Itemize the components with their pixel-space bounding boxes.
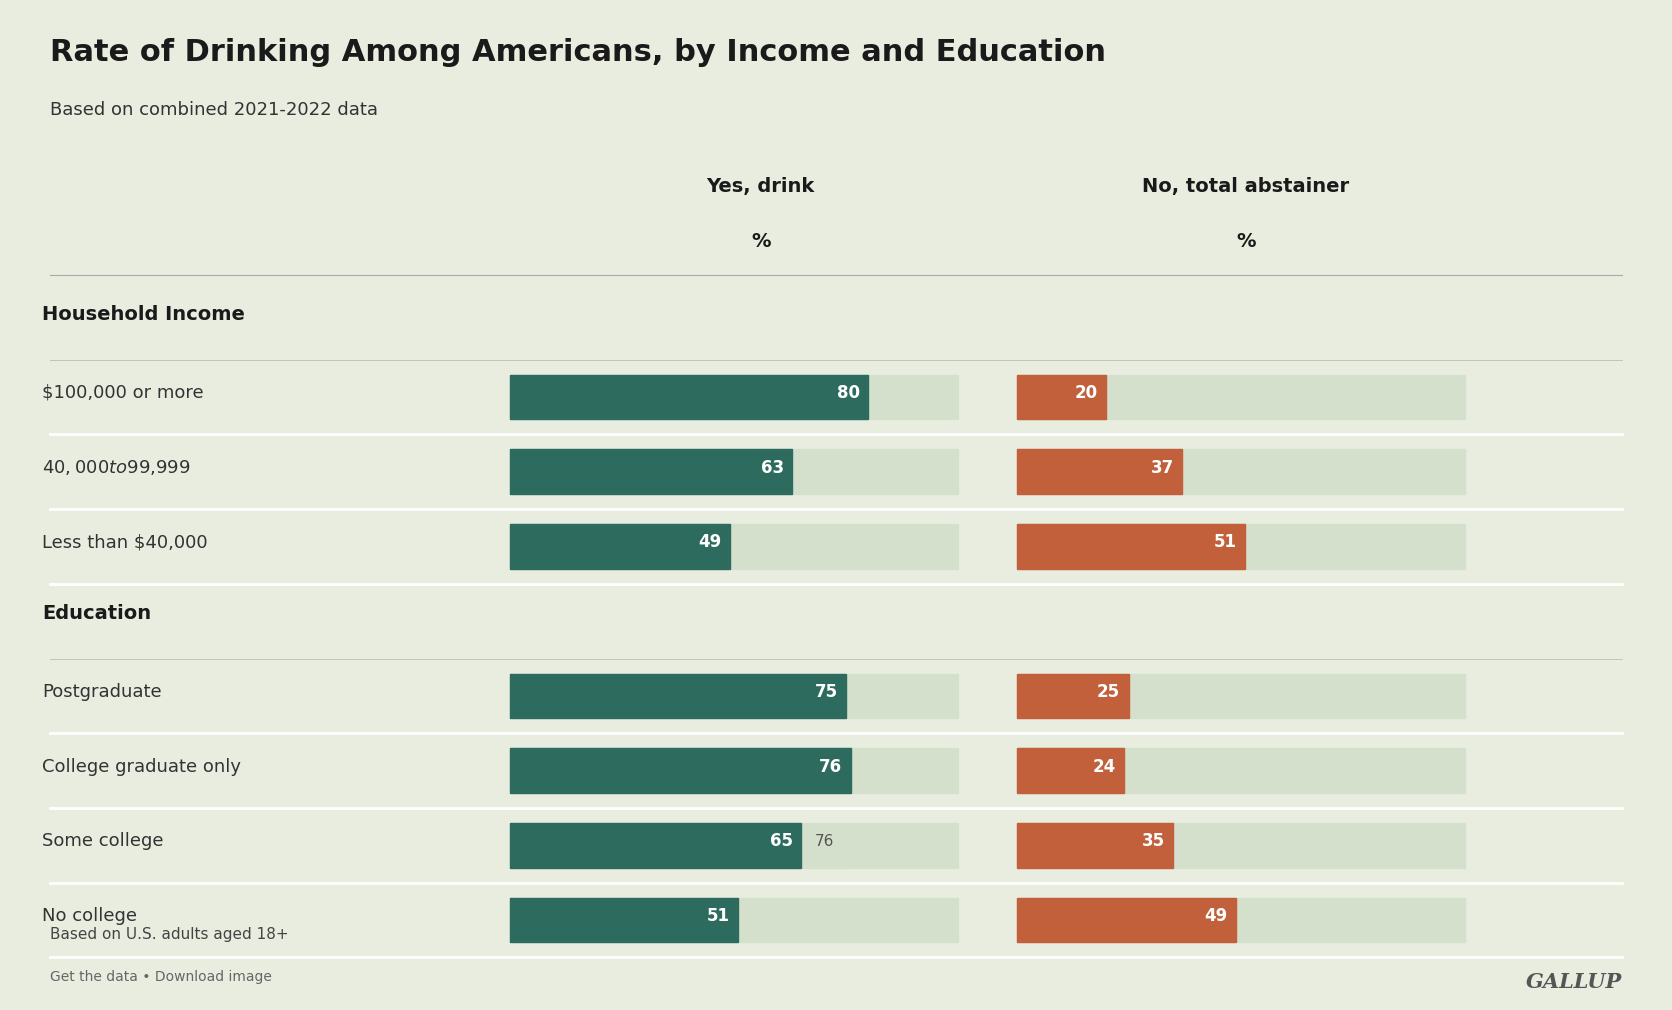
Bar	[1017, 375, 1465, 419]
Bar	[1017, 748, 1124, 793]
Bar	[510, 823, 801, 868]
Text: Postgraduate: Postgraduate	[42, 683, 162, 701]
Bar	[510, 898, 739, 942]
Text: $100,000 or more: $100,000 or more	[42, 384, 204, 402]
Text: No college: No college	[42, 907, 137, 925]
Text: 75: 75	[814, 683, 838, 701]
Text: 80: 80	[838, 384, 859, 402]
Bar	[510, 524, 958, 569]
Bar	[1017, 674, 1465, 718]
Text: Yes, drink: Yes, drink	[707, 177, 814, 196]
Bar	[510, 823, 958, 868]
Bar	[1017, 898, 1236, 942]
Bar	[510, 674, 846, 718]
Bar	[1017, 674, 1129, 718]
Text: %: %	[1236, 232, 1256, 251]
Bar	[510, 674, 958, 718]
Text: 76: 76	[819, 758, 843, 776]
Text: 37: 37	[1150, 459, 1174, 477]
Text: 24: 24	[1092, 758, 1115, 776]
Bar	[1017, 375, 1107, 419]
Text: Rate of Drinking Among Americans, by Income and Education: Rate of Drinking Among Americans, by Inc…	[50, 38, 1107, 68]
Bar	[803, 823, 846, 868]
Text: 51: 51	[707, 907, 731, 925]
Bar	[510, 375, 868, 419]
Bar	[1017, 449, 1465, 494]
Text: 25: 25	[1097, 683, 1120, 701]
Text: 49: 49	[1204, 907, 1227, 925]
Text: Some college: Some college	[42, 832, 164, 850]
Text: Based on combined 2021-2022 data: Based on combined 2021-2022 data	[50, 101, 378, 119]
Bar	[510, 375, 958, 419]
Bar	[1017, 823, 1465, 868]
Text: 51: 51	[1214, 533, 1237, 551]
Bar	[1017, 524, 1246, 569]
Text: Get the data • Download image: Get the data • Download image	[50, 970, 273, 984]
Text: 49: 49	[697, 533, 721, 551]
Text: 35: 35	[1142, 832, 1165, 850]
Bar	[1017, 524, 1465, 569]
Text: %: %	[751, 232, 771, 251]
Text: No, total abstainer: No, total abstainer	[1142, 177, 1349, 196]
Text: Less than $40,000: Less than $40,000	[42, 533, 207, 551]
Bar	[510, 748, 851, 793]
Text: Household Income: Household Income	[42, 305, 244, 323]
Text: Based on U.S. adults aged 18+: Based on U.S. adults aged 18+	[50, 927, 289, 942]
Bar	[510, 898, 958, 942]
Bar	[510, 449, 793, 494]
Bar	[1017, 898, 1465, 942]
Text: 65: 65	[769, 832, 793, 850]
Text: 63: 63	[761, 459, 784, 477]
Text: College graduate only: College graduate only	[42, 758, 241, 776]
Bar	[1017, 823, 1174, 868]
Text: 20: 20	[1075, 384, 1099, 402]
Text: Education: Education	[42, 604, 150, 622]
Text: GALLUP: GALLUP	[1525, 972, 1622, 992]
Text: 76: 76	[814, 834, 834, 848]
Bar	[1017, 449, 1182, 494]
Bar	[1017, 748, 1465, 793]
Bar	[510, 748, 958, 793]
Text: $40,000 to $99,999: $40,000 to $99,999	[42, 459, 191, 477]
Bar	[510, 524, 729, 569]
Bar	[510, 449, 958, 494]
